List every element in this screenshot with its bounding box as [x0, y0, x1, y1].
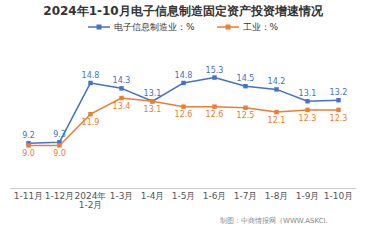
svg-text:1-9月: 1-9月	[296, 191, 320, 201]
svg-text:9.0: 9.0	[53, 149, 66, 158]
html-text:制图：中商情报网（WWW.ASKCI.: 制图：中商情报网（WWW.ASKCI.	[220, 217, 328, 225]
svg-text:1-5月: 1-5月	[172, 191, 196, 201]
svg-text:2024年1-2月: 2024年1-2月	[75, 191, 107, 210]
svg-text:12.3: 12.3	[299, 114, 317, 123]
svg-text:12.5: 12.5	[237, 111, 255, 120]
svg-text:9.0: 9.0	[22, 149, 35, 158]
svg-text:11.9: 11.9	[82, 118, 100, 127]
svg-text:1-6月: 1-6月	[203, 191, 227, 201]
svg-text:1-4月: 1-4月	[141, 191, 165, 201]
svg-text:9.2: 9.2	[22, 131, 35, 140]
svg-text:15.3: 15.3	[206, 66, 224, 75]
svg-text:14.8: 14.8	[82, 71, 100, 80]
svg-text:1-8月: 1-8月	[265, 191, 289, 201]
svg-text:1-3月: 1-3月	[110, 191, 134, 201]
svg-text:14.8: 14.8	[175, 71, 193, 80]
svg-text:12.6: 12.6	[175, 110, 193, 119]
svg-text:12.3: 12.3	[330, 114, 348, 123]
svg-text:1-11月: 1-11月	[14, 191, 43, 201]
svg-text:13.1: 13.1	[144, 89, 162, 98]
html-text:2024年1-10月电子信息制造固定资产投资增速情况: 2024年1-10月电子信息制造固定资产投资增速情况	[43, 4, 323, 18]
svg-text:14.3: 14.3	[113, 76, 131, 85]
svg-text:13.1: 13.1	[299, 89, 317, 98]
svg-text:9.3: 9.3	[53, 130, 66, 139]
svg-text:12.6: 12.6	[206, 110, 224, 119]
svg-text:13.2: 13.2	[330, 88, 348, 97]
svg-text:13.1: 13.1	[144, 105, 162, 114]
svg-text:14.2: 14.2	[268, 77, 286, 86]
svg-text:14.5: 14.5	[237, 74, 255, 83]
svg-text:1-7月: 1-7月	[234, 191, 258, 201]
html-text:电子信息制造业：%: 电子信息制造业：%	[113, 22, 195, 32]
svg-text:1-12月: 1-12月	[45, 191, 74, 201]
svg-text:13.4: 13.4	[113, 102, 131, 111]
svg-text:1-10月: 1-10月	[324, 191, 353, 201]
html-text:工业：%: 工业：%	[242, 22, 279, 32]
svg-text:12.1: 12.1	[268, 116, 286, 125]
